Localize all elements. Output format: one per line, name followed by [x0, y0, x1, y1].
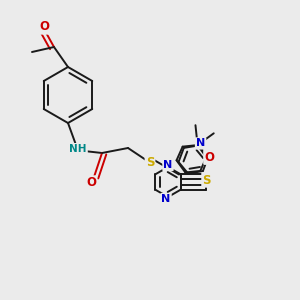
Text: O: O	[39, 20, 49, 34]
Text: N: N	[164, 160, 172, 170]
Text: O: O	[204, 151, 214, 164]
Text: S: S	[146, 155, 154, 169]
Text: S: S	[202, 173, 211, 187]
Text: N: N	[161, 194, 171, 204]
Text: N: N	[196, 138, 205, 148]
Text: O: O	[86, 176, 96, 190]
Text: NH: NH	[69, 144, 87, 154]
